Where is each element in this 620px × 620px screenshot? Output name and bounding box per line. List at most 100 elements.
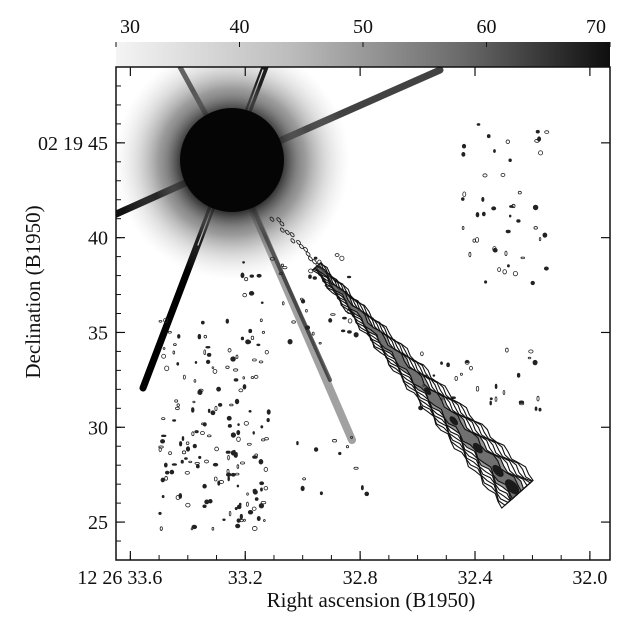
noise-contour <box>304 325 311 330</box>
noise-contour <box>454 375 458 381</box>
noise-contour <box>476 123 481 126</box>
noise-contour <box>258 459 264 465</box>
noise-contour <box>280 263 284 267</box>
noise-contour <box>291 320 296 324</box>
noise-contour <box>494 396 498 402</box>
noise-contour <box>161 494 165 499</box>
noise-contour <box>420 351 424 357</box>
noise-contour <box>194 430 199 434</box>
noise-contour <box>446 362 450 368</box>
noise-contour <box>164 470 170 475</box>
noise-contour <box>242 384 247 390</box>
noise-contour <box>536 395 540 402</box>
noise-contour <box>161 353 167 359</box>
noise-contour <box>339 255 345 261</box>
noise-contour <box>172 350 176 355</box>
x-tick-label: 32.4 <box>458 567 493 589</box>
noise-contour <box>200 430 205 436</box>
noise-contour <box>261 330 266 334</box>
noise-contour <box>204 459 209 464</box>
noise-contour <box>227 476 230 482</box>
noise-contour <box>464 359 470 365</box>
noise-contour <box>246 442 252 446</box>
colorbar-tick-label: 60 <box>477 16 497 38</box>
noise-contour <box>236 464 240 469</box>
noise-contour <box>230 356 236 362</box>
noise-contour <box>197 390 201 395</box>
noise-contour <box>252 358 257 362</box>
noise-contour <box>227 348 232 353</box>
noise-contour <box>216 386 222 392</box>
noise-contour <box>461 226 465 230</box>
noise-contour <box>191 431 195 437</box>
x-tick-label: 32.0 <box>572 567 607 589</box>
noise-contour <box>500 172 506 177</box>
noise-contour <box>212 462 219 467</box>
noise-contour <box>475 212 480 218</box>
noise-contour <box>481 197 485 202</box>
noise-contour <box>465 360 469 364</box>
noise-contour <box>256 515 261 522</box>
noise-contour <box>532 204 539 211</box>
colorbar-tick-label: 30 <box>120 16 140 38</box>
noise-contour <box>243 421 249 426</box>
noise-contour <box>177 334 181 339</box>
noise-contour <box>475 385 480 392</box>
noise-contour <box>538 150 543 156</box>
noise-contour <box>347 318 353 324</box>
noise-contour <box>489 400 492 406</box>
noise-contour <box>228 511 232 517</box>
noise-contour <box>205 346 211 349</box>
noise-contour <box>201 422 204 426</box>
noise-contour <box>319 491 323 496</box>
noise-contour <box>168 451 172 456</box>
noise-contour <box>264 350 269 355</box>
noise-contour <box>195 464 200 469</box>
point-source <box>116 67 350 280</box>
jet-contour-group <box>269 216 534 509</box>
noise-contour <box>287 338 293 345</box>
noise-contour <box>300 485 305 492</box>
noise-contour <box>230 432 236 438</box>
noise-contour <box>180 459 184 464</box>
noise-contour <box>194 462 200 465</box>
noise-contour <box>212 368 218 374</box>
noise-contour <box>198 455 202 460</box>
noise-contour <box>184 457 188 460</box>
noise-contour <box>252 526 258 531</box>
noise-contour <box>192 443 197 449</box>
noise-contour <box>260 301 264 304</box>
y-tick-label: 25 <box>88 512 108 534</box>
noise-contour <box>235 354 239 359</box>
noise-contour <box>190 527 194 531</box>
colorbar-tick-label: 70 <box>586 16 606 38</box>
noise-contour <box>308 274 312 279</box>
noise-contour <box>227 454 230 461</box>
noise-contour <box>302 477 306 481</box>
noise-contour <box>461 143 467 149</box>
optical-jet <box>269 216 534 509</box>
noise-contour <box>484 280 488 284</box>
jet-filament-contour <box>289 232 295 238</box>
noise-contour <box>244 277 249 282</box>
noise-contour <box>250 335 255 341</box>
noise-contour <box>204 499 210 505</box>
y-tick-label: 30 <box>88 417 108 439</box>
noise-contour <box>504 250 508 257</box>
x-axis: 12 26 33.6 33.2 32.8 32.4 32.0 <box>77 67 607 589</box>
noise-contour <box>253 488 257 493</box>
noise-contour <box>502 390 506 396</box>
noise-contour <box>188 460 193 464</box>
noise-contour <box>538 407 542 412</box>
noise-contour <box>486 134 491 139</box>
noise-contour <box>543 266 549 271</box>
noise-contour <box>505 229 511 234</box>
noise-contour <box>214 446 219 452</box>
noise-contour <box>176 362 180 366</box>
noise-contour <box>242 376 245 380</box>
noise-contour <box>232 449 236 456</box>
noise-contour <box>518 400 525 404</box>
noise-contour <box>213 476 218 482</box>
noise-contour <box>236 436 241 442</box>
